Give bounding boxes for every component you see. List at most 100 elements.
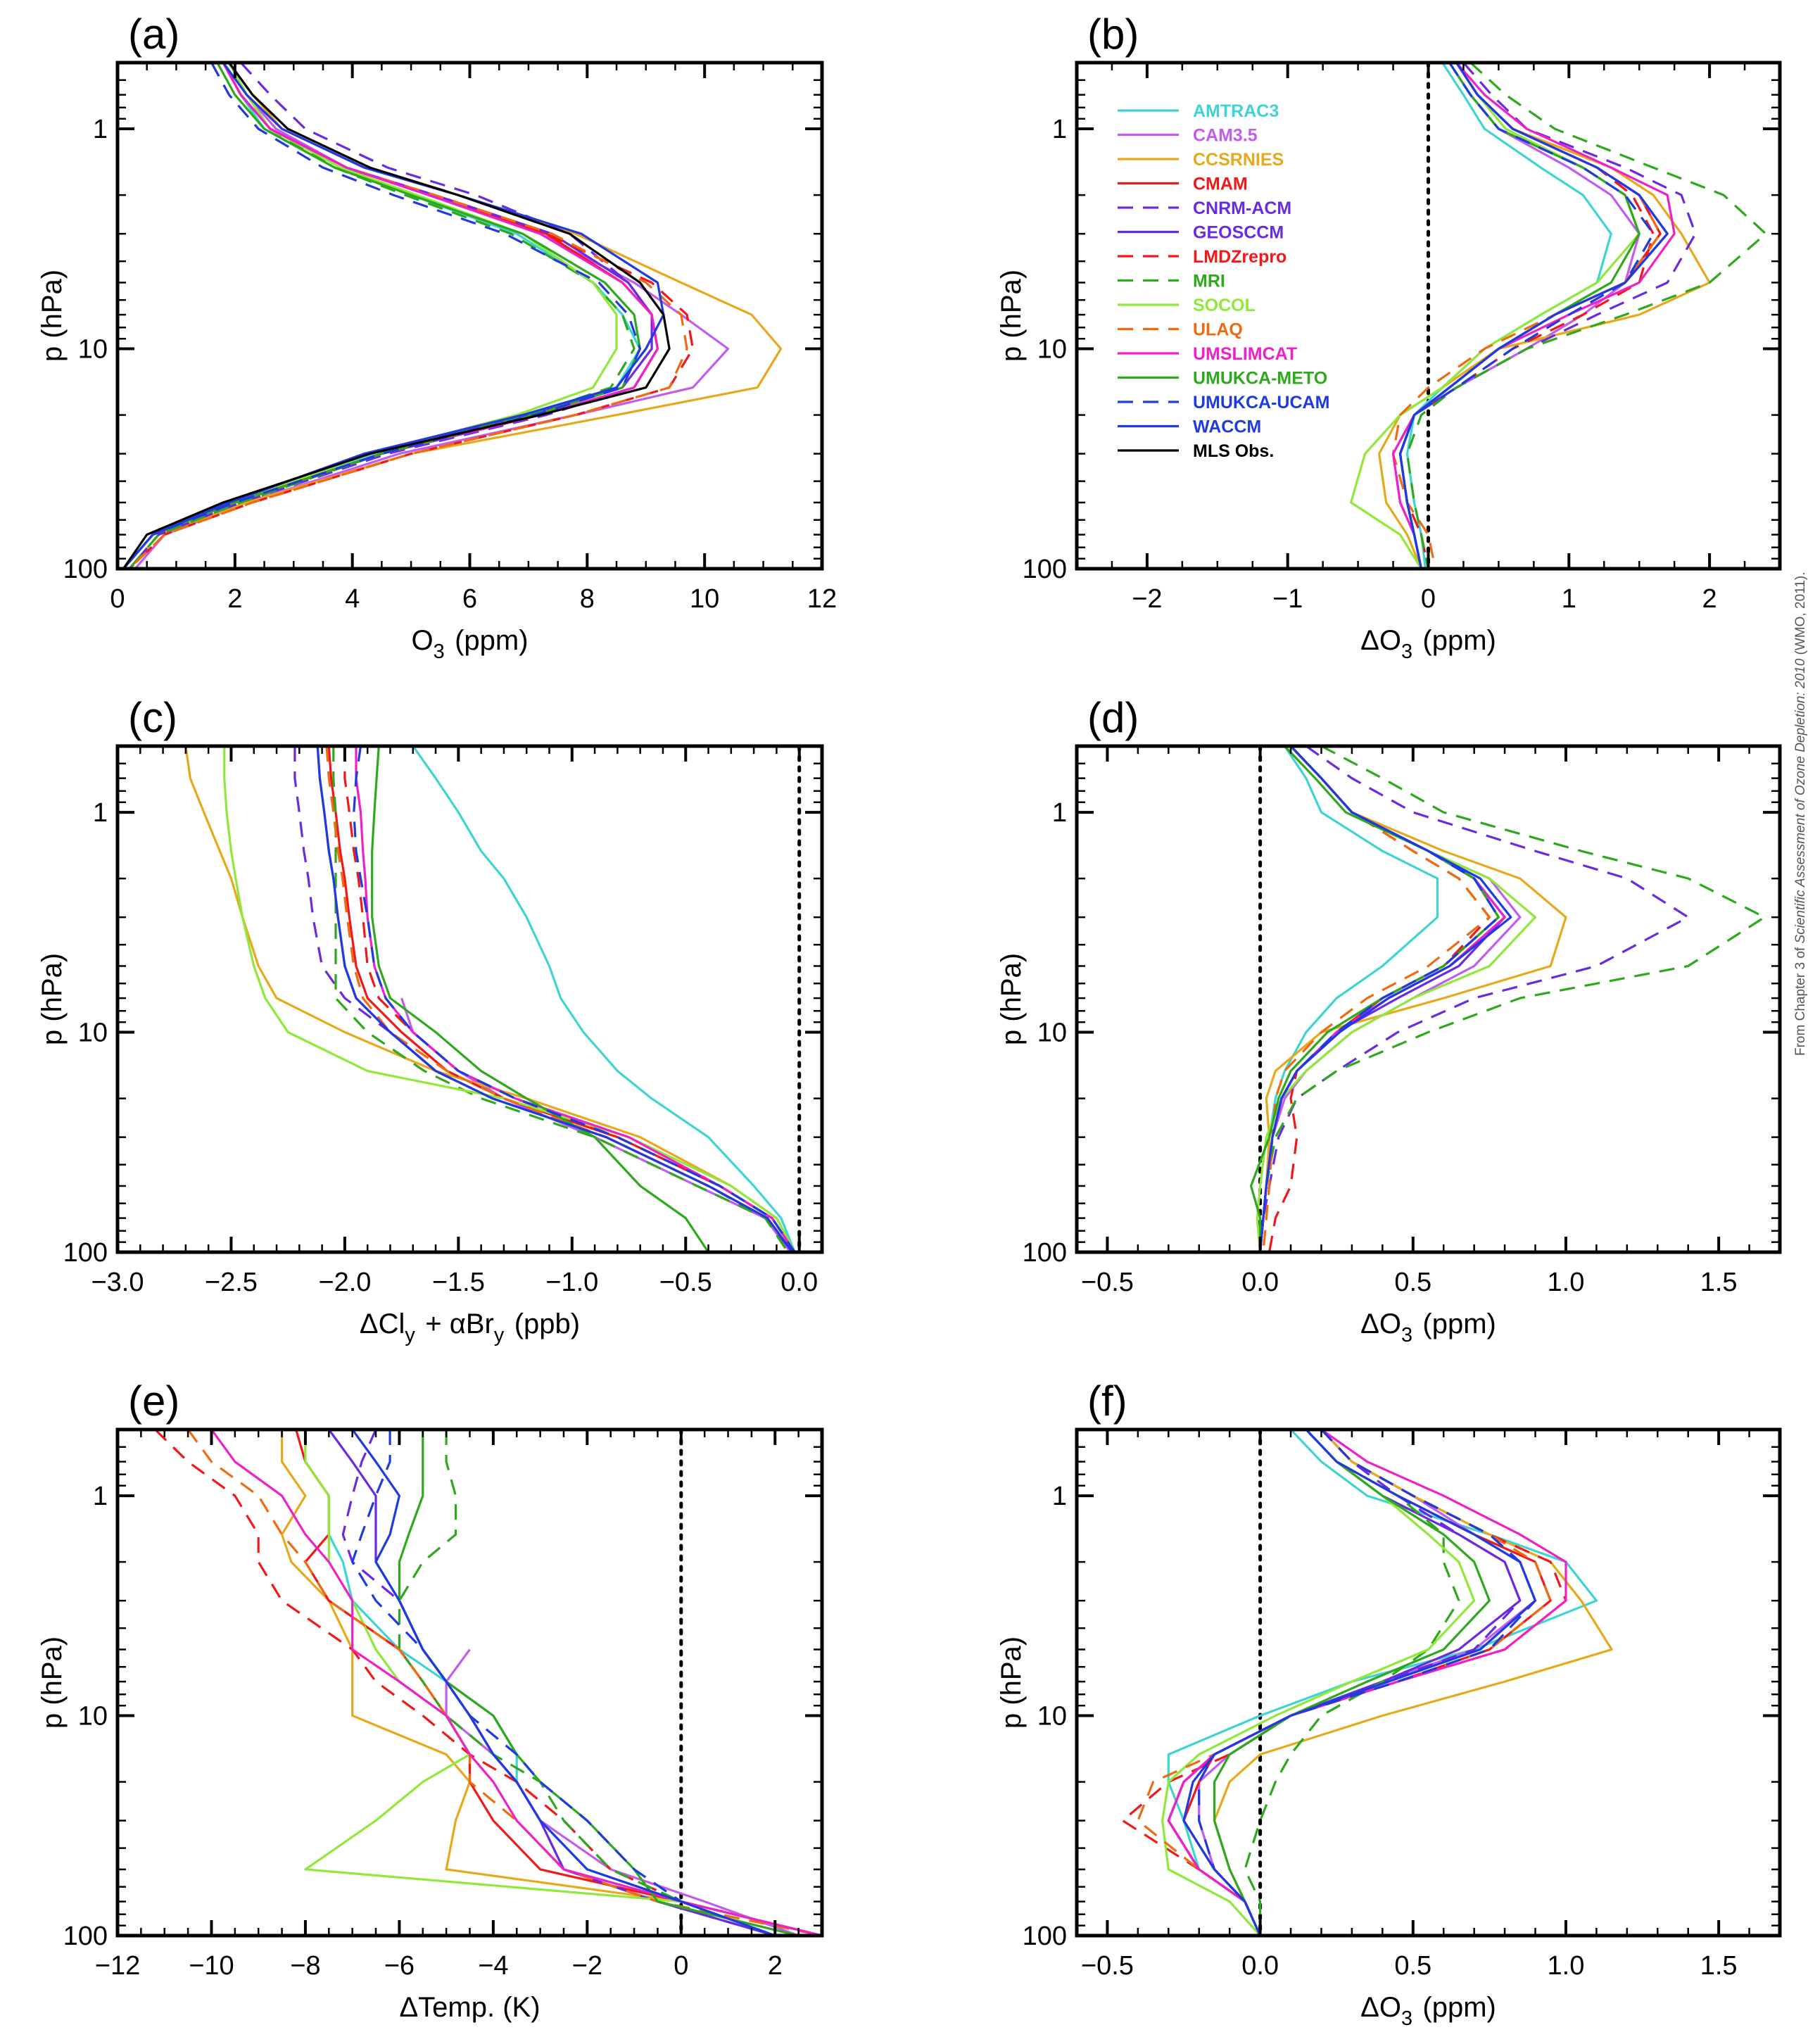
y-axis-label: p (hPa) [37, 270, 68, 362]
x-tick-label: 2 [1702, 584, 1717, 614]
y-axis-label: p (hPa) [37, 953, 68, 1045]
x-tick-label: 0.5 [1394, 1268, 1431, 1297]
series-line [1167, 1430, 1522, 1936]
series-line [351, 1430, 776, 1936]
legend: AMTRAC3 CAM3.5 CCSRNIES CMAM CNRM-ACM GEOSCCM… [1118, 101, 1329, 461]
y-tick-label: 100 [63, 1238, 108, 1268]
legend-label: CAM3.5 [1193, 126, 1258, 146]
y-axis-label: p (hPa) [996, 270, 1027, 362]
series-line [325, 746, 794, 1252]
x-axis-label: ΔO3 (ppm) [1360, 1308, 1496, 1346]
legend-label: UMUKCA-UCAM [1193, 393, 1329, 412]
series-line [1398, 63, 1669, 569]
panel-e: (e) −12 −10 −8 −6 −4 −2 0 2 1 10 100 ΔTemp. (K) p (hP… [37, 1377, 824, 2023]
series-line [1137, 1430, 1552, 1936]
y-axis: 1 10 100 [63, 79, 822, 584]
x-tick-label: −2 [572, 1951, 602, 1981]
plot-frame [115, 1427, 824, 1938]
series-line [187, 1430, 822, 1936]
series-line [1167, 1430, 1567, 1936]
series-line [355, 746, 796, 1252]
x-tick-label: 1 [1562, 584, 1576, 614]
x-tick-label: 0 [1421, 584, 1436, 614]
x-axis-label: O3 (ppm) [411, 625, 528, 663]
series-line [128, 63, 636, 569]
y-tick-label: 1 [93, 115, 108, 144]
series-line [122, 63, 653, 569]
series-group [1349, 63, 1767, 569]
series-line [371, 746, 709, 1252]
series-group [122, 63, 783, 569]
panel-label: (d) [1087, 694, 1139, 741]
x-tick-label: −3.0 [91, 1268, 144, 1297]
y-axis: 1 10 100 [1023, 1446, 1780, 1951]
series-line [122, 63, 642, 569]
y-tick-label: 100 [63, 555, 108, 584]
x-tick-label: 0 [110, 584, 125, 614]
series-group [1249, 746, 1766, 1252]
y-tick-label: 1 [1052, 115, 1067, 144]
series-line [316, 746, 794, 1252]
legend-label: AMTRAC3 [1193, 101, 1279, 121]
x-axis: −0.5 0.0 0.5 1.0 1.5 [1081, 1430, 1781, 1981]
series-line [1405, 63, 1767, 569]
plot-frame [115, 61, 824, 571]
legend-label: CNRM-ACM [1193, 198, 1291, 218]
series-line [1213, 1430, 1613, 1936]
x-tick-label: 0.0 [1241, 1951, 1279, 1981]
x-axis-label: ΔCly + αBry (ppb) [360, 1308, 580, 1346]
x-tick-label: 0.0 [780, 1268, 818, 1297]
x-tick-label: 12 [807, 584, 837, 614]
y-tick-label: 100 [1023, 555, 1067, 584]
series-line [154, 1430, 822, 1936]
series-line [316, 746, 794, 1252]
y-axis: 1 10 100 [1023, 79, 1780, 584]
series-line [122, 63, 642, 569]
series-line [122, 63, 671, 569]
panel-a: (a) 0 2 4 6 8 10 12 1 10 100 O3 (ppm) p (hPa) [37, 11, 837, 663]
series-line [343, 746, 796, 1252]
legend-label: CMAM [1193, 175, 1248, 194]
x-tick-label: −10 [189, 1951, 234, 1981]
series-line [122, 63, 618, 569]
x-tick-label: 4 [345, 584, 360, 614]
panel-d: (d) −0.5 0.0 0.5 1.0 1.5 1 10 100 ΔO3 (ppm) p (hPa… [996, 694, 1782, 1346]
panel-label: (c) [128, 694, 177, 741]
x-tick-label: −1.5 [432, 1268, 485, 1297]
legend-label: WACCM [1193, 417, 1261, 437]
series-line [304, 1430, 822, 1936]
legend-label: UMSLIMCAT [1193, 344, 1297, 364]
legend-label: GEOSCCM [1193, 223, 1284, 243]
plot-frame [115, 744, 824, 1254]
panel-label: (f) [1087, 1377, 1127, 1425]
credit-suffix: (WMO, 2011). [1793, 572, 1808, 659]
series-line [122, 63, 665, 569]
x-tick-label: −8 [290, 1951, 320, 1981]
x-tick-label: −2.5 [205, 1268, 258, 1297]
panel-f: (f) −0.5 0.0 0.5 1.0 1.5 1 10 100 ΔO3 (ppm) p (hPa… [996, 1377, 1782, 2030]
x-tick-label: 6 [462, 584, 477, 614]
x-tick-label: 0 [674, 1951, 688, 1981]
legend-label: SOCOL [1193, 296, 1256, 315]
series-line [210, 1430, 822, 1936]
y-tick-label: 1 [1052, 798, 1067, 828]
y-axis: 1 10 100 [63, 762, 822, 1268]
y-tick-label: 10 [1037, 1702, 1067, 1731]
credit-prefix: From Chapter 3 of [1793, 943, 1808, 1056]
series-line [328, 1430, 776, 1936]
y-tick-label: 100 [1023, 1922, 1067, 1951]
y-axis: 1 10 100 [1023, 762, 1780, 1268]
legend-label: MRI [1193, 272, 1225, 291]
plot-frame [1075, 1427, 1782, 1938]
series-line [184, 746, 796, 1252]
x-tick-label: −2.0 [318, 1268, 371, 1297]
series-line [1244, 1430, 1460, 1936]
x-tick-label: −1 [1272, 584, 1303, 614]
series-line [1198, 1430, 1537, 1936]
series-line [1377, 63, 1711, 569]
y-tick-label: 1 [93, 798, 108, 828]
series-group [154, 1430, 822, 1936]
y-axis-label: p (hPa) [996, 1636, 1027, 1729]
series-line [351, 1430, 776, 1936]
